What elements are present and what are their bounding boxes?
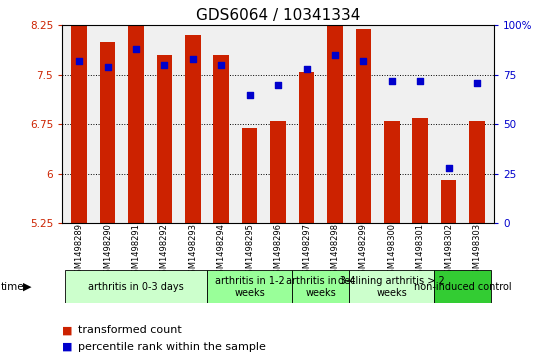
Text: GSM1498290: GSM1498290 [103,223,112,279]
Bar [100,42,116,223]
Point [245,92,254,98]
Bar [271,121,286,223]
Text: declining arthritis > 2
weeks: declining arthritis > 2 weeks [339,276,445,298]
Point [472,80,481,86]
Bar [299,72,314,223]
Text: ▶: ▶ [23,282,31,292]
Point [330,52,339,58]
Bar [242,128,258,223]
Text: GSM1498293: GSM1498293 [188,223,197,279]
Point [388,78,396,84]
Point [160,62,168,68]
Bar [71,2,87,223]
Text: percentile rank within the sample: percentile rank within the sample [78,342,266,352]
Text: time: time [1,282,25,292]
Bar [413,118,428,223]
Title: GDS6064 / 10341334: GDS6064 / 10341334 [196,8,360,23]
Bar [157,55,172,223]
Bar [185,35,201,223]
Bar [327,0,343,223]
Text: ■: ■ [62,325,72,335]
Point [132,46,140,52]
Text: GSM1498294: GSM1498294 [217,223,226,279]
Text: GSM1498295: GSM1498295 [245,223,254,279]
Text: GSM1498297: GSM1498297 [302,223,311,279]
Text: GSM1498292: GSM1498292 [160,223,169,279]
Text: GSM1498299: GSM1498299 [359,223,368,279]
Point [359,58,368,64]
Text: GSM1498289: GSM1498289 [75,223,84,279]
Text: GSM1498296: GSM1498296 [274,223,282,279]
Point [274,82,282,87]
Point [416,78,424,84]
Bar [349,270,434,303]
Bar [292,270,349,303]
Bar [65,270,207,303]
Bar [355,29,371,223]
Point [302,66,311,72]
Text: GSM1498301: GSM1498301 [416,223,424,279]
Bar [434,270,491,303]
Bar [128,5,144,223]
Point [444,165,453,171]
Text: arthritis in 1-2
weeks: arthritis in 1-2 weeks [215,276,285,298]
Point [188,56,197,62]
Text: arthritis in 0-3 days: arthritis in 0-3 days [88,282,184,292]
Text: transformed count: transformed count [78,325,182,335]
Point [103,64,112,70]
Point [217,62,226,68]
Text: arthritis in 3-4
weeks: arthritis in 3-4 weeks [286,276,355,298]
Bar [213,55,229,223]
Bar [441,180,456,223]
Text: GSM1498302: GSM1498302 [444,223,453,279]
Text: GSM1498300: GSM1498300 [387,223,396,279]
Text: GSM1498298: GSM1498298 [330,223,340,279]
Point [75,58,84,64]
Bar [384,121,400,223]
Bar [469,121,485,223]
Text: ■: ■ [62,342,72,352]
Text: non-induced control: non-induced control [414,282,511,292]
Text: GSM1498291: GSM1498291 [132,223,140,279]
Bar [207,270,292,303]
Text: GSM1498303: GSM1498303 [472,223,482,280]
